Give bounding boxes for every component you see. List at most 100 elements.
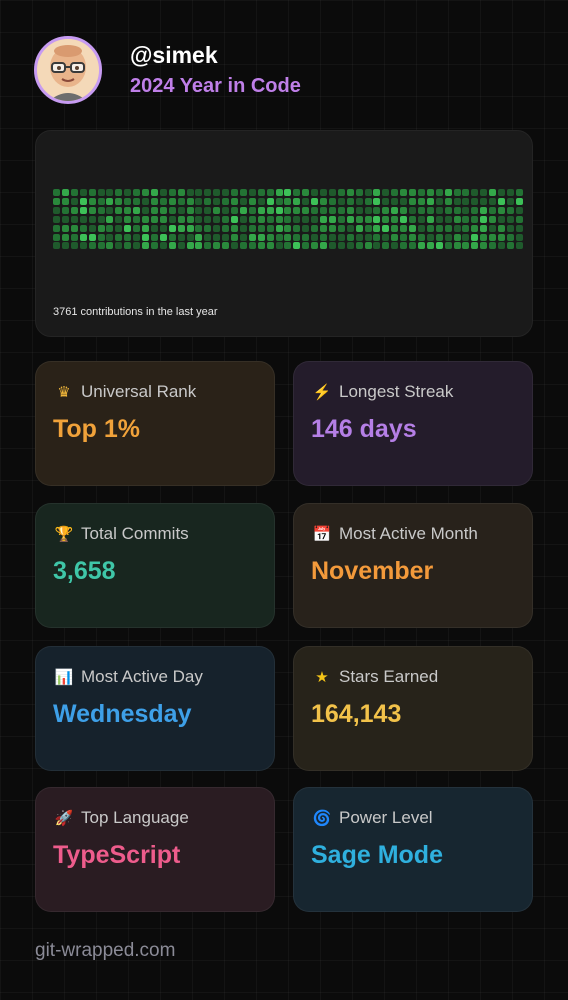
stat-label: Universal Rank	[81, 382, 197, 401]
contribution-cell	[444, 242, 452, 250]
contribution-cell	[373, 215, 381, 223]
contribution-cell	[320, 215, 327, 223]
contribution-cell	[159, 189, 167, 196]
stat-value: Wednesday	[53, 700, 192, 728]
contribution-cell	[186, 215, 194, 223]
contribution-cell	[435, 197, 443, 205]
calendar-icon: 📅	[312, 526, 332, 543]
contribution-cell	[391, 224, 399, 232]
page-subtitle: 2024 Year in Code	[130, 74, 301, 97]
contribution-cell	[471, 197, 479, 205]
contribution-cell	[409, 233, 416, 241]
contribution-cell	[70, 215, 78, 223]
contribution-cell	[133, 242, 141, 250]
contribution-cell	[53, 189, 60, 196]
stat-label-row: ♛ Universal Rank	[53, 382, 196, 402]
username: @simek	[130, 41, 218, 68]
contribution-cell	[257, 197, 265, 205]
contribution-cell	[302, 215, 310, 223]
contribution-cell	[400, 224, 408, 232]
contribution-cell	[444, 206, 452, 214]
contribution-cell	[70, 242, 78, 250]
contribution-cell	[88, 197, 96, 205]
contribution-cell	[453, 242, 461, 250]
contribution-cell	[266, 189, 274, 196]
contribution-cell	[480, 242, 488, 250]
contribution-cell	[222, 242, 230, 250]
contribution-cell	[88, 206, 96, 214]
contribution-cell	[435, 224, 443, 232]
contribution-cell	[142, 242, 149, 250]
contribution-cell	[498, 215, 505, 223]
contribution-cell	[284, 224, 292, 232]
contribution-cell	[400, 215, 408, 223]
contribution-cell	[231, 233, 238, 241]
contribution-cell	[195, 233, 203, 241]
stat-label: Total Commits	[81, 524, 189, 543]
contribution-cell	[248, 224, 256, 232]
contribution-cell	[168, 197, 176, 205]
contribution-cell	[328, 189, 336, 196]
contribution-cell	[106, 233, 114, 241]
contribution-cell	[311, 233, 319, 241]
contribution-cell	[124, 197, 132, 205]
lightning-icon: ⚡	[312, 384, 332, 401]
contribution-cell	[409, 197, 416, 205]
contribution-cell	[142, 233, 149, 241]
contribution-cell	[266, 215, 274, 223]
contribution-cell	[239, 215, 247, 223]
footer-link[interactable]: git-wrapped.com	[35, 940, 176, 961]
contribution-cell	[159, 215, 167, 223]
contribution-cell	[417, 206, 425, 214]
contribution-cell	[204, 242, 212, 250]
contribution-cell	[239, 189, 247, 196]
contribution-cell	[106, 215, 114, 223]
contribution-cell	[106, 206, 114, 214]
contribution-cell	[168, 242, 176, 250]
contribution-cell	[355, 224, 363, 232]
contribution-cell	[462, 197, 470, 205]
contribution-cell	[382, 197, 390, 205]
contribution-cell	[275, 233, 283, 241]
contribution-cell	[53, 197, 60, 205]
contribution-cell	[124, 206, 132, 214]
contribution-cell	[400, 233, 408, 241]
contribution-cell	[159, 233, 167, 241]
contribution-cell	[231, 189, 238, 196]
stat-card-stars-earned: ★ Stars Earned 164,143	[293, 646, 533, 771]
contribution-cell	[213, 189, 221, 196]
contribution-cell	[248, 215, 256, 223]
stat-card-most-active-day: 📊 Most Active Day Wednesday	[35, 646, 275, 771]
contribution-cell	[61, 215, 69, 223]
contribution-cell	[462, 215, 470, 223]
contribution-cell	[204, 224, 212, 232]
contribution-cell	[515, 197, 523, 205]
contribution-cell	[177, 206, 185, 214]
contribution-cell	[382, 206, 390, 214]
contribution-cell	[364, 242, 372, 250]
contribution-cell	[328, 242, 336, 250]
contribution-cell	[61, 189, 69, 196]
contribution-cell	[462, 233, 470, 241]
contribution-cell	[133, 197, 141, 205]
contribution-cell	[177, 215, 185, 223]
contribution-cell	[115, 224, 123, 232]
contribution-cell	[61, 224, 69, 232]
contribution-cell	[133, 224, 141, 232]
contribution-cell	[142, 189, 149, 196]
contribution-cell	[222, 197, 230, 205]
contribution-cell	[61, 206, 69, 214]
contribution-cell	[195, 206, 203, 214]
stat-value: TypeScript	[53, 841, 181, 869]
contribution-cell	[293, 224, 301, 232]
contribution-cell	[346, 206, 354, 214]
contribution-cell	[97, 206, 105, 214]
contribution-cell	[275, 206, 283, 214]
contribution-cell	[506, 206, 514, 214]
contribution-cell	[382, 233, 390, 241]
contribution-cell	[284, 215, 292, 223]
contribution-cell	[266, 224, 274, 232]
contribution-cell	[498, 206, 505, 214]
contribution-cell	[159, 197, 167, 205]
contribution-cell	[302, 189, 310, 196]
